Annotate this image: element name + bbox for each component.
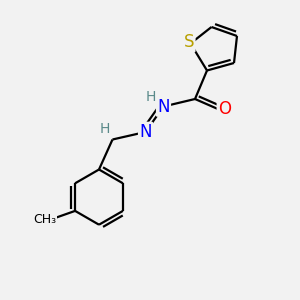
Text: S: S (184, 33, 194, 51)
Text: H: H (146, 90, 156, 104)
Text: CH₃: CH₃ (33, 213, 56, 226)
Text: O: O (218, 100, 231, 118)
Text: N: N (139, 123, 152, 141)
Text: N: N (157, 98, 170, 116)
Text: H: H (100, 122, 110, 136)
